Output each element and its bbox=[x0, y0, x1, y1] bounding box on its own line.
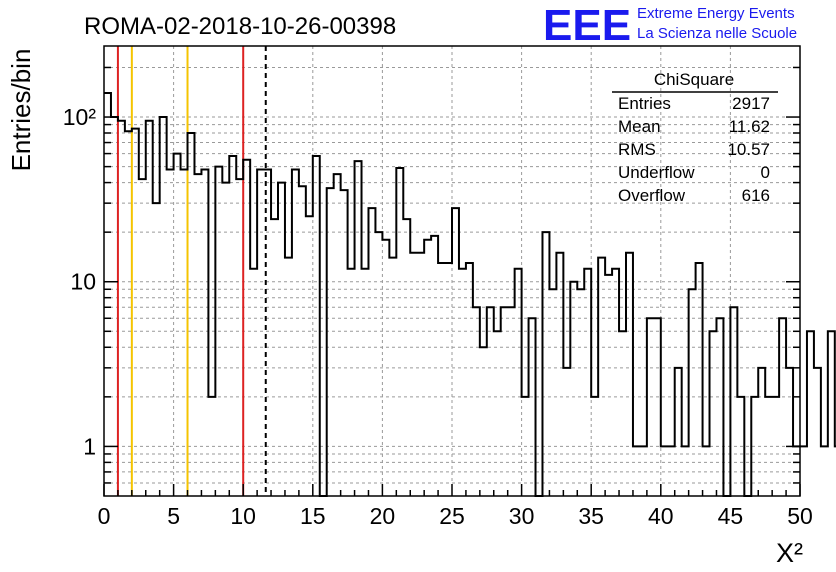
x-tick-label: 40 bbox=[648, 503, 674, 529]
stats-label: Entries bbox=[618, 94, 671, 113]
y-axis-label: Entries/bin bbox=[6, 49, 36, 172]
cut-lines bbox=[116, 46, 267, 496]
x-tick-label: 5 bbox=[167, 503, 180, 529]
x-tick-label: 50 bbox=[787, 503, 813, 529]
stats-title: ChiSquare bbox=[654, 70, 734, 89]
x-tick-label: 15 bbox=[300, 503, 326, 529]
stats-value: 0 bbox=[761, 163, 770, 182]
eee-logo: EEE Extreme Energy Events La Scienza nel… bbox=[543, 1, 797, 50]
y-tick-label: 1 bbox=[83, 433, 96, 459]
stats-box: ChiSquare Entries 2917 Mean 11.62 RMS 10.57 Un… bbox=[612, 70, 778, 205]
chart-title: ROMA-02-2018-10-26-00398 bbox=[84, 13, 396, 40]
x-tick-label: 10 bbox=[230, 503, 256, 529]
logo-line-1: Extreme Energy Events bbox=[637, 5, 795, 22]
stats-label: Overflow bbox=[618, 186, 686, 205]
x-tick-label: 35 bbox=[578, 503, 604, 529]
y-tick-label: 10² bbox=[63, 104, 97, 130]
stats-value: 11.62 bbox=[729, 117, 770, 136]
axis-ticks: 0 5 10 15 20 25 30 35 40 45 50 1 10 10² bbox=[63, 66, 813, 529]
stats-label: RMS bbox=[618, 140, 656, 159]
x-tick-label: 25 bbox=[439, 503, 465, 529]
x-tick-label: 0 bbox=[98, 503, 111, 529]
x-tick-label: 20 bbox=[370, 503, 396, 529]
y-tick-label: 10 bbox=[70, 269, 96, 295]
stats-label: Underflow bbox=[618, 163, 695, 182]
x-tick-label: 45 bbox=[718, 503, 744, 529]
stats-value: 10.57 bbox=[727, 140, 770, 159]
x-tick-label: 30 bbox=[509, 503, 535, 529]
stats-value: 616 bbox=[742, 186, 770, 205]
grid-lines bbox=[104, 46, 800, 496]
stats-label: Mean bbox=[618, 117, 661, 136]
logo-line-2: La Scienza nelle Scuole bbox=[637, 25, 797, 42]
eee-logo-mark: EEE bbox=[543, 1, 631, 50]
stats-value: 2917 bbox=[732, 94, 770, 113]
x-axis-label: X² bbox=[776, 538, 803, 568]
histogram-series bbox=[104, 91, 836, 497]
